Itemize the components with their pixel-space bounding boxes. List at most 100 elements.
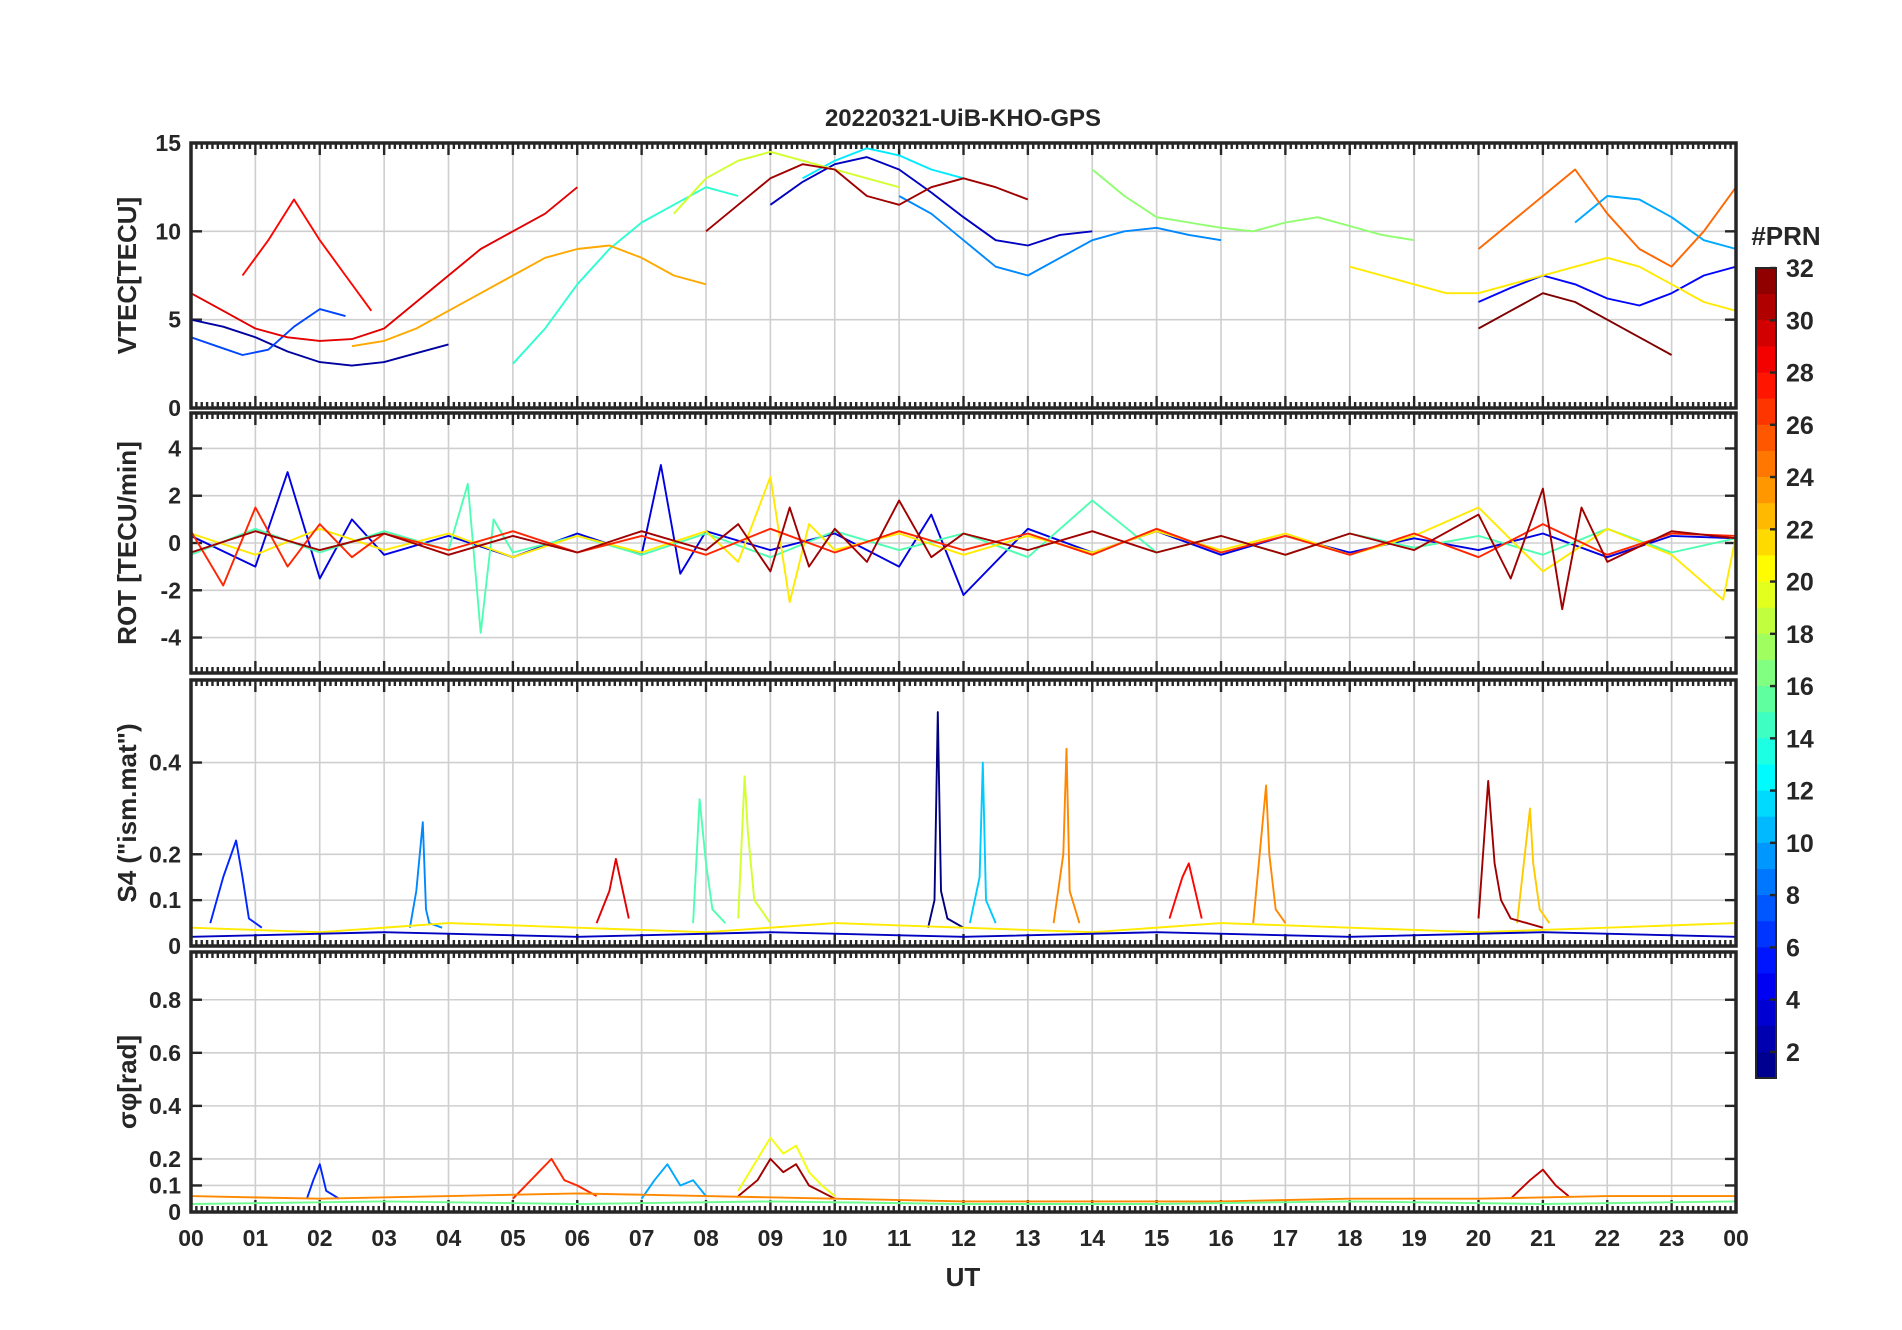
colorbar-tick-label: 20 bbox=[1786, 569, 1814, 597]
colorbar-segment bbox=[1756, 477, 1776, 504]
x-tick-label: 11 bbox=[887, 1225, 912, 1251]
x-tick-label: 19 bbox=[1401, 1225, 1427, 1251]
y-tick-label: 0 bbox=[168, 395, 181, 421]
colorbar-segment bbox=[1756, 659, 1776, 687]
colorbar-tick-label: 16 bbox=[1786, 673, 1814, 701]
panel-s4: 0 0.1 0.2 0.4 S4 ("ism.mat") bbox=[112, 678, 1738, 959]
colorbar-segment bbox=[1756, 398, 1776, 426]
y-axis-label: ROT [TECU/min] bbox=[112, 441, 142, 645]
colorbar-segment bbox=[1756, 346, 1776, 374]
colorbar-segment bbox=[1756, 294, 1776, 321]
colorbar-segment bbox=[1756, 1025, 1776, 1053]
series-line-prn-6 bbox=[306, 1163, 340, 1200]
series-line-prn-11 bbox=[968, 761, 997, 924]
x-tick-label: 10 bbox=[822, 1225, 848, 1251]
panel-vtec: 0 5 10 15 VTEC[TECU] bbox=[112, 130, 1738, 421]
series-line-prn-7 bbox=[191, 308, 346, 356]
series-line-prn-15 bbox=[191, 482, 1736, 634]
series-line-prn-21 bbox=[191, 475, 1736, 604]
colorbar-segment bbox=[1756, 973, 1776, 1001]
y-tick-label: 5 bbox=[168, 307, 181, 333]
series-line-prn-10 bbox=[640, 1163, 707, 1200]
y-tick-label: 0.2 bbox=[149, 841, 181, 867]
colorbar-segment bbox=[1756, 712, 1776, 740]
series-line-prn-15 bbox=[692, 798, 726, 924]
colorbar-segment bbox=[1756, 895, 1776, 922]
series-line-prn-2 bbox=[191, 318, 449, 367]
panel-sigma_phi: 00.10.2 0.4 0.6 0.8 σφ[rad] bbox=[112, 950, 1738, 1225]
colorbar-segment bbox=[1756, 450, 1776, 478]
series-line-prn-31 bbox=[705, 163, 1029, 233]
colorbar-segment bbox=[1756, 842, 1776, 870]
series-line-prn-20 bbox=[737, 1136, 836, 1197]
series-line-prn-29 bbox=[191, 186, 578, 342]
x-tick-label: 08 bbox=[693, 1225, 719, 1251]
x-tick-label: 15 bbox=[1144, 1225, 1170, 1251]
series-group bbox=[191, 1136, 1736, 1205]
series-line-prn-28 bbox=[241, 198, 373, 312]
x-tick-label: 06 bbox=[564, 1225, 590, 1251]
colorbar-segment bbox=[1756, 921, 1776, 949]
colorbar-segment bbox=[1756, 816, 1776, 844]
x-tick-label: 22 bbox=[1594, 1225, 1620, 1251]
colorbar-segment bbox=[1756, 607, 1776, 635]
y-tick-label: 0 bbox=[168, 530, 181, 556]
colorbar-segment bbox=[1756, 947, 1776, 975]
panel-frame bbox=[189, 950, 1738, 1214]
y-tick-label: 0.1 bbox=[149, 887, 181, 913]
x-tick-label: 17 bbox=[1273, 1225, 1299, 1251]
colorbar-segment bbox=[1756, 633, 1776, 661]
y-tick-label: 10 bbox=[155, 218, 181, 244]
series-line-prn-10 bbox=[1574, 195, 1736, 250]
x-tick-labels: 00 01 02 03 04 05 06 07 08 09 10 11 12 13 14 15 16 17 18 19… bbox=[178, 1225, 1749, 1251]
colorbar-segment bbox=[1756, 790, 1776, 818]
series-group bbox=[191, 464, 1736, 634]
x-tick-label: 00 bbox=[178, 1225, 204, 1251]
series-line-prn-17 bbox=[1091, 168, 1415, 242]
x-tick-label: 13 bbox=[1015, 1225, 1041, 1251]
y-tick-label: -2 bbox=[161, 577, 181, 603]
y-tick-label: 0.4 bbox=[149, 1093, 181, 1119]
series-line-prn-29 bbox=[595, 857, 630, 924]
colorbar-segment bbox=[1756, 764, 1776, 792]
y-tick-label: 4 bbox=[168, 435, 181, 461]
panel-rot: -4 -2 0 2 4 ROT [TECU/min] bbox=[112, 411, 1738, 675]
series-line-prn-22 bbox=[1516, 807, 1551, 924]
series-line-prn-9 bbox=[898, 195, 1222, 277]
y-tick-label: 0.2 bbox=[149, 1146, 181, 1172]
colorbar-title: #PRN bbox=[1751, 221, 1820, 251]
panel-frame bbox=[189, 411, 1738, 675]
series-line-prn-5 bbox=[1478, 265, 1736, 307]
y-tick-label: 15 bbox=[155, 130, 181, 156]
x-tick-label: 02 bbox=[307, 1225, 333, 1251]
series-group bbox=[191, 711, 1736, 938]
x-tick-label: 07 bbox=[629, 1225, 655, 1251]
series-line-prn-21 bbox=[191, 922, 1736, 934]
series-line-prn-24 bbox=[1052, 747, 1081, 924]
colorbar-tick-label: 6 bbox=[1786, 934, 1800, 962]
colorbar-segment bbox=[1756, 268, 1776, 295]
colorbar-tick-label: 26 bbox=[1786, 412, 1814, 440]
x-tick-label: 16 bbox=[1208, 1225, 1234, 1251]
x-tick-label: 09 bbox=[758, 1225, 784, 1251]
series-line-prn-27 bbox=[191, 506, 1736, 587]
y-axis-label: σφ[rad] bbox=[112, 1035, 142, 1129]
series-line-prn-32 bbox=[1478, 292, 1673, 356]
colorbar-tick-label: 12 bbox=[1786, 778, 1814, 806]
x-tick-label: 03 bbox=[371, 1225, 397, 1251]
colorbar-tick-label: 10 bbox=[1786, 830, 1814, 858]
colorbar-tick-label: 28 bbox=[1786, 360, 1814, 388]
colorbar-segment bbox=[1756, 555, 1776, 583]
colorbar-tick-label: 14 bbox=[1786, 725, 1814, 753]
series-line-prn-21 bbox=[1349, 256, 1736, 312]
colorbar-segment bbox=[1756, 320, 1776, 348]
y-tick-label: 0.4 bbox=[149, 750, 181, 776]
series-line-prn-24 bbox=[1252, 784, 1287, 924]
y-tick-label: 0 bbox=[168, 1199, 181, 1225]
panel-frame bbox=[189, 141, 1738, 410]
colorbar-frame bbox=[1755, 267, 1777, 1079]
colorbar-segment bbox=[1756, 581, 1776, 609]
series-line-prn-31 bbox=[1477, 779, 1544, 929]
series-line-prn-28 bbox=[1168, 862, 1203, 919]
y-tick-label: 0 bbox=[168, 933, 181, 959]
